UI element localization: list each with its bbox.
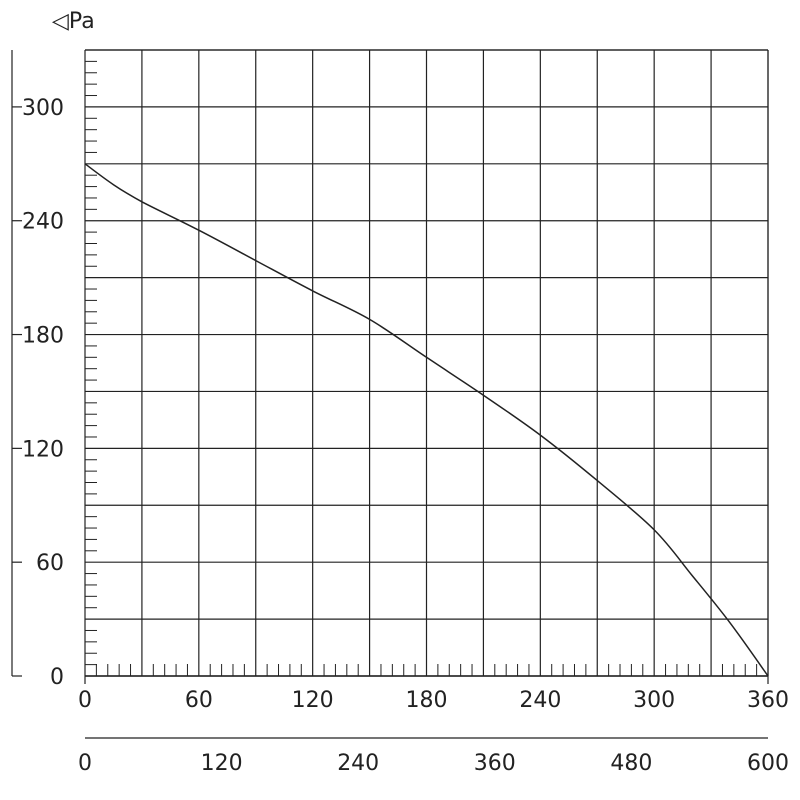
x-tick-label-secondary: 0 [78,751,92,776]
x-tick-label-primary: 120 [292,688,334,713]
y-tick-label: 0 [50,665,64,690]
labels: 0 60 120 180 240 300 0 60 120 180 240 300 360 0 120 240… [22,96,789,776]
y-axis-unit-label: ◁Pa [52,9,95,34]
x-tick-label-secondary: 360 [474,751,516,776]
x-tick-label-secondary: 600 [747,751,789,776]
minor-ticks [85,60,758,676]
x-tick-label-secondary: 240 [337,751,379,776]
y-tick-label: 120 [22,437,64,462]
y-tick-label: 180 [22,324,64,349]
curve-layer [84,163,769,677]
x-tick-label-primary: 180 [406,688,448,713]
x-tick-label-secondary: 480 [610,751,652,776]
axes [11,50,769,739]
y-tick-label: 240 [22,210,64,235]
x-tick-label-primary: 60 [185,688,213,713]
y-tick-label: 300 [22,96,64,121]
x-tick-label-primary: 0 [78,688,92,713]
x-tick-label-secondary: 120 [201,751,243,776]
x-tick-label-primary: 240 [519,688,561,713]
grid [84,49,769,677]
y-tick-label: 60 [36,551,64,576]
x-tick-label-primary: 300 [633,688,675,713]
x-tick-label-primary: 360 [747,688,789,713]
pressure-flow-curve [84,163,769,677]
